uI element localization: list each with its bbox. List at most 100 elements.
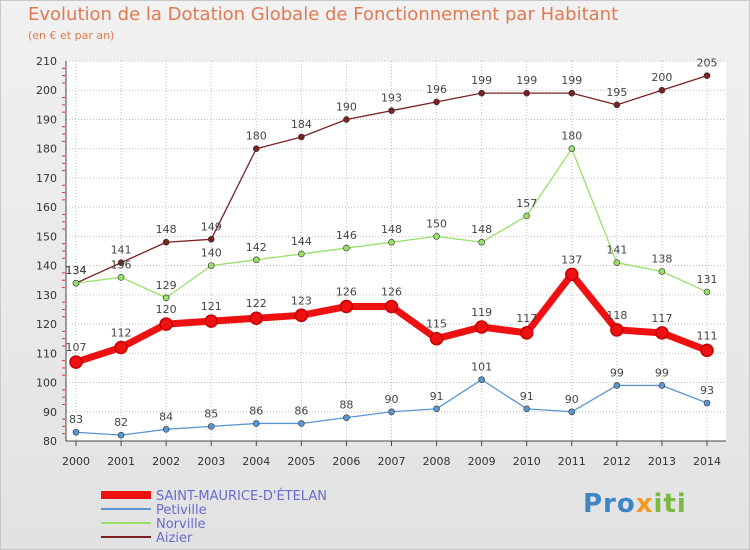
y-tick-label: 170 <box>36 172 57 185</box>
y-tick-label: 140 <box>36 260 57 273</box>
data-point <box>159 317 173 331</box>
data-point <box>162 238 170 246</box>
data-point <box>343 116 350 123</box>
data-point <box>703 72 711 79</box>
data-label: 146 <box>336 229 357 242</box>
chart-subtitle: (en € et par an) <box>28 29 115 42</box>
logo-part-3: iti <box>653 489 687 519</box>
data-label: 148 <box>381 223 402 236</box>
x-tick-label: 2005 <box>287 455 315 468</box>
data-point <box>343 244 350 252</box>
data-label: 138 <box>651 252 672 265</box>
data-label: 120 <box>156 303 177 316</box>
y-tick-label: 80 <box>43 435 57 448</box>
y-tick-label: 180 <box>36 143 57 156</box>
data-label: 86 <box>294 404 308 417</box>
data-label: 88 <box>339 399 353 412</box>
x-tick-label: 2002 <box>152 455 180 468</box>
data-point <box>207 236 215 243</box>
x-tick-label: 2014 <box>693 455 721 468</box>
data-point <box>703 399 711 407</box>
data-label: 86 <box>249 404 263 417</box>
x-tick-label: 2004 <box>242 455 270 468</box>
data-label: 137 <box>561 253 582 266</box>
y-tick-label: 100 <box>36 377 57 390</box>
data-point <box>249 311 264 325</box>
data-label: 117 <box>516 312 537 325</box>
data-point <box>658 382 666 389</box>
data-point <box>388 107 395 114</box>
data-point <box>298 420 305 427</box>
proxiti-logo: Proxiti <box>583 489 687 519</box>
data-label: 83 <box>69 413 83 426</box>
data-point <box>655 326 669 340</box>
data-point <box>700 343 714 358</box>
x-tick-label: 2008 <box>423 455 451 468</box>
data-point <box>162 426 170 433</box>
logo-part-2: x <box>635 489 654 519</box>
data-label: 112 <box>111 326 132 339</box>
data-label: 117 <box>651 312 672 325</box>
y-tick-label: 90 <box>43 406 57 419</box>
data-point <box>568 89 576 97</box>
data-point <box>298 133 305 141</box>
data-label: 193 <box>381 92 402 105</box>
data-point <box>207 423 215 430</box>
data-label: 141 <box>606 244 627 257</box>
data-point <box>658 268 666 275</box>
data-label: 199 <box>561 74 582 87</box>
legend-label: Aizier <box>156 531 193 546</box>
data-point <box>252 145 260 152</box>
data-label: 150 <box>426 217 447 230</box>
data-point <box>523 405 531 413</box>
data-label: 101 <box>471 361 492 374</box>
data-point <box>519 326 534 340</box>
data-point <box>703 288 711 296</box>
data-point <box>298 250 305 258</box>
data-point <box>207 262 215 269</box>
data-label: 121 <box>201 300 222 313</box>
data-point <box>478 89 485 97</box>
data-label: 199 <box>516 74 537 87</box>
data-label: 148 <box>156 223 177 236</box>
data-point <box>117 431 125 439</box>
data-point <box>117 259 125 266</box>
data-point <box>568 408 576 416</box>
data-label: 93 <box>700 384 714 397</box>
data-label: 200 <box>651 71 672 84</box>
x-tick-label: 2006 <box>332 455 360 468</box>
legend-label: SAINT-MAURICE-D'ÉTELAN <box>156 488 327 504</box>
data-point <box>204 314 218 328</box>
data-label: 144 <box>291 235 312 248</box>
data-label: 180 <box>561 130 582 143</box>
data-point <box>252 256 260 264</box>
data-point <box>613 101 621 109</box>
y-tick-label: 110 <box>36 347 57 360</box>
data-label: 141 <box>111 244 132 257</box>
data-point <box>474 320 489 334</box>
data-label: 99 <box>655 366 669 379</box>
data-label: 126 <box>336 286 357 299</box>
data-label: 190 <box>336 100 357 113</box>
legend-label: Norville <box>156 517 206 532</box>
data-label: 99 <box>610 366 624 379</box>
data-label: 90 <box>385 393 399 406</box>
data-point <box>117 274 125 281</box>
data-point <box>433 233 440 240</box>
data-label: 119 <box>471 306 492 319</box>
x-tick-label: 2003 <box>197 455 225 468</box>
data-point <box>388 238 395 246</box>
data-point <box>568 145 576 152</box>
data-label: 196 <box>426 83 447 96</box>
data-point <box>610 323 624 337</box>
logo-part-1: Pro <box>583 489 636 519</box>
data-point <box>252 420 260 427</box>
data-label: 136 <box>111 258 132 271</box>
data-label: 134 <box>66 264 87 277</box>
data-point <box>388 408 395 416</box>
x-tick-label: 2012 <box>603 455 631 468</box>
y-tick-label: 160 <box>36 201 57 214</box>
x-tick-label: 2013 <box>648 455 676 468</box>
data-point <box>69 355 83 369</box>
data-label: 90 <box>565 393 579 406</box>
